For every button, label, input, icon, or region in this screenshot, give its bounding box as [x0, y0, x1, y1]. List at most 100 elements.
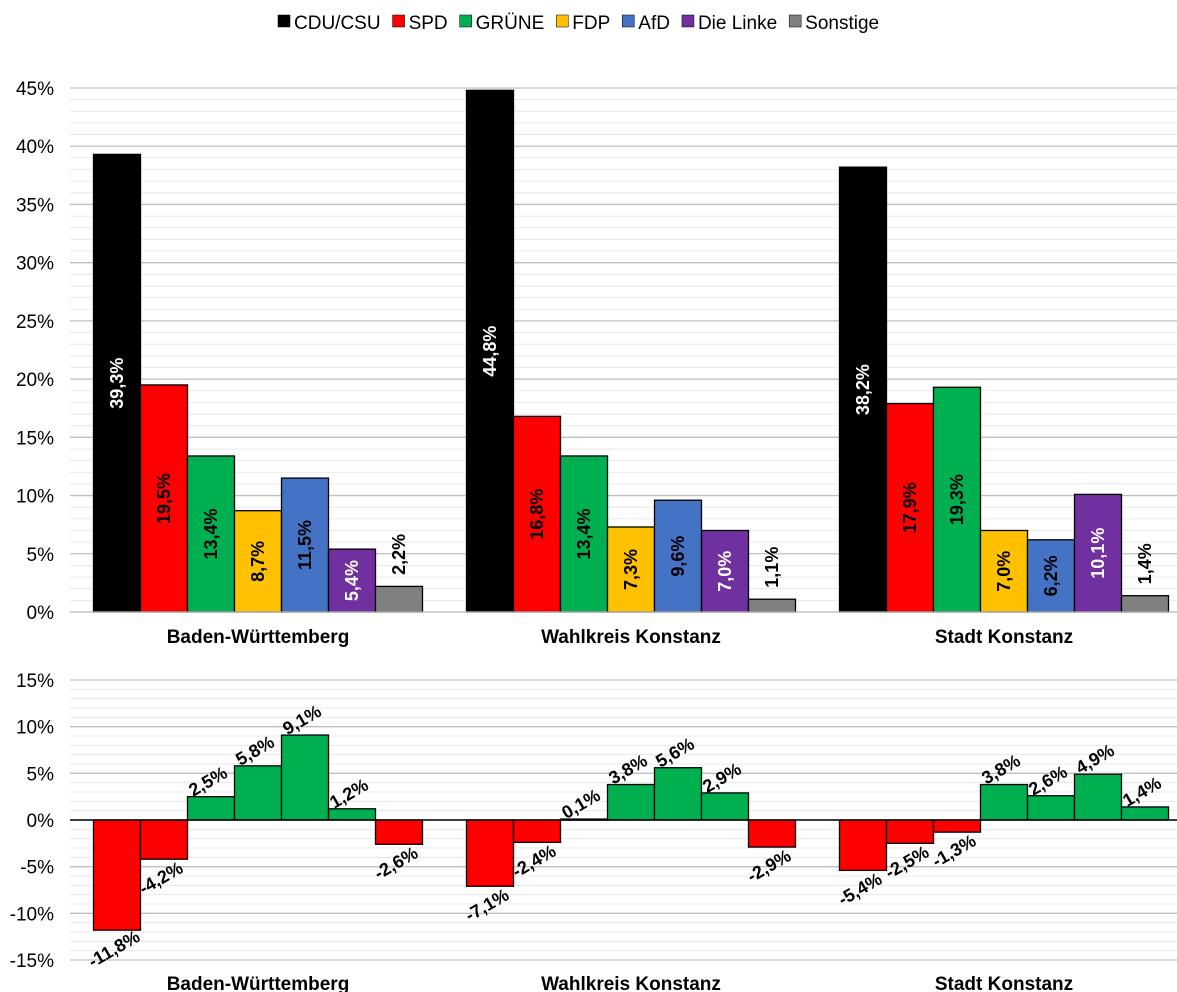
change-bar-5-2: [1073, 773, 1123, 821]
y-tick-label: 5%: [27, 764, 55, 785]
data-label: 8,7%: [248, 541, 268, 582]
legend-swatch-4: [622, 14, 635, 28]
vote-share-chart: 0% 5% 10% 15% 20% 25% 30% 35% 40% 45% 39,3% 44,8% 38…: [16, 79, 1177, 648]
legend-swatch-1: [392, 14, 405, 28]
change-label: 5,6%: [652, 734, 698, 772]
data-label: 2,2%: [389, 534, 409, 575]
y-tick-label: 40%: [16, 137, 54, 158]
change-bar-1-1: [512, 819, 562, 844]
legend: CDU/CSU SPD GRÜNE FDP AfD Die Linke Sonstige: [277, 13, 879, 34]
bar-2-2: [932, 386, 982, 613]
change-bar-1-2: [885, 819, 935, 844]
change-bar-3-2: [979, 783, 1029, 821]
bar-3-0: [233, 510, 283, 613]
legend-label: SPD: [409, 13, 448, 34]
y-tick-label: 10%: [16, 718, 54, 739]
bar-0-1: [465, 89, 515, 613]
legend-label: Sonstige: [805, 13, 879, 34]
change-label: 9,1%: [279, 701, 325, 739]
category-label: Stadt Konstanz: [935, 974, 1073, 992]
change-label: 4,9%: [1072, 740, 1118, 778]
data-label: 7,0%: [994, 551, 1014, 592]
data-label: 6,2%: [1041, 555, 1061, 596]
y-tick-label: -10%: [10, 904, 54, 925]
change-label: 0,1%: [558, 785, 604, 823]
change-label: -1,3%: [929, 831, 980, 872]
legend-swatch-5: [681, 14, 695, 28]
legend-label: FDP: [572, 13, 610, 34]
change-bar-2-2: [932, 819, 982, 833]
change-label: -7,1%: [462, 885, 513, 926]
y-tick-label: 35%: [16, 195, 54, 216]
change-label: 1,4%: [1119, 773, 1165, 811]
change-label: 2,6%: [1025, 762, 1071, 800]
bar-2-1: [559, 455, 609, 613]
change-bar-0-0: [92, 819, 142, 931]
data-label: 11,5%: [295, 520, 315, 570]
bar-0-2: [838, 166, 888, 613]
data-label: 19,3%: [947, 474, 967, 525]
change-label: -2,4%: [509, 841, 560, 882]
legend-label: AfD: [638, 13, 670, 34]
data-label: 1,1%: [762, 547, 782, 588]
category-label: Wahlkreis Konstanz: [541, 627, 721, 648]
data-label: 44,8%: [480, 326, 500, 377]
y-tick-label: 15%: [16, 428, 54, 449]
vote-change-chart: -15% -10% -5% 0% 5% 10% 15% -11,8% -7,1% -5,4% -4,…: [10, 671, 1177, 992]
y-tick-label: -15%: [10, 951, 54, 972]
change-label: 2,9%: [699, 759, 745, 797]
legend-label: CDU/CSU: [294, 13, 381, 34]
change-bar-6-0: [374, 819, 424, 845]
bar-1-0: [139, 384, 189, 613]
change-label: -11,8%: [85, 926, 144, 971]
change-bar-5-1: [700, 792, 750, 821]
change-label: -5,4%: [835, 869, 886, 910]
y-tick-label: 0%: [27, 603, 55, 624]
legend-swatch-0: [277, 14, 291, 28]
change-bar-0-1: [465, 819, 515, 887]
change-bar-4-1: [653, 767, 703, 821]
y-tick-label: 5%: [27, 545, 55, 566]
legend-swatch-6: [788, 14, 802, 28]
bar-6-0: [374, 585, 424, 613]
change-bar-1-0: [139, 819, 189, 860]
y-tick-label: 0%: [27, 811, 55, 832]
bar-0-0: [92, 153, 142, 613]
data-label: 19,5%: [154, 473, 174, 524]
legend-swatch-2: [459, 14, 472, 28]
data-label: 10,1%: [1088, 528, 1108, 579]
y-tick-label: 15%: [16, 671, 54, 692]
y-tick-label: -5%: [20, 858, 54, 879]
y-tick-label: 45%: [16, 79, 54, 100]
data-label: 7,0%: [715, 551, 735, 592]
legend-label: Die Linke: [698, 13, 777, 34]
data-label: 13,4%: [574, 508, 594, 559]
category-label: Baden-Württemberg: [167, 974, 350, 992]
category-label: Baden-Württemberg: [167, 627, 350, 648]
change-bar-3-0: [233, 765, 283, 821]
change-label: 2,5%: [185, 763, 231, 801]
change-label: -4,2%: [136, 858, 187, 899]
category-label: Stadt Konstanz: [935, 627, 1073, 648]
change-label: -2,6%: [371, 843, 422, 884]
y-tick-label: 25%: [16, 312, 54, 333]
change-bar-3-1: [606, 783, 656, 821]
data-label: 38,2%: [853, 364, 873, 415]
data-label: 13,4%: [201, 508, 221, 559]
data-label: 17,9%: [900, 482, 920, 533]
data-label: 39,3%: [107, 358, 127, 409]
data-label: 5,4%: [342, 560, 362, 601]
y-tick-label: 20%: [16, 370, 54, 391]
bar-6-1: [747, 598, 797, 613]
data-label: 16,8%: [527, 489, 547, 540]
change-bar-6-1: [747, 819, 797, 848]
y-tick-label: 30%: [16, 254, 54, 275]
bar-6-2: [1120, 595, 1170, 613]
bar-1-2: [885, 402, 935, 613]
bar-4-1: [653, 499, 703, 613]
change-label: -2,9%: [744, 845, 795, 886]
bar-1-1: [512, 415, 562, 613]
change-bar-4-2: [1026, 795, 1076, 821]
change-bar-0-2: [838, 819, 888, 872]
